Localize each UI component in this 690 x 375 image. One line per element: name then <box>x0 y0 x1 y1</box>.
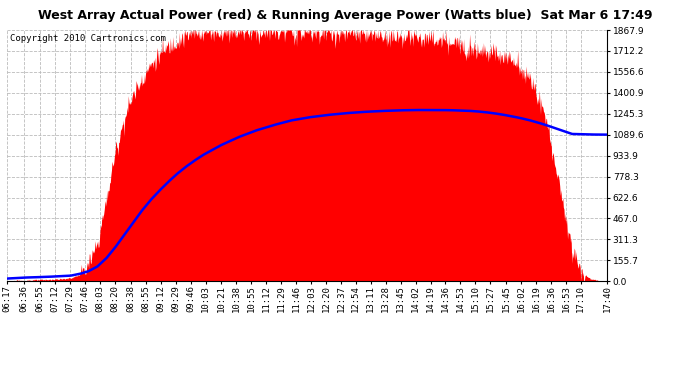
Text: Copyright 2010 Cartronics.com: Copyright 2010 Cartronics.com <box>10 34 166 43</box>
Text: West Array Actual Power (red) & Running Average Power (Watts blue)  Sat Mar 6 17: West Array Actual Power (red) & Running … <box>38 9 652 22</box>
